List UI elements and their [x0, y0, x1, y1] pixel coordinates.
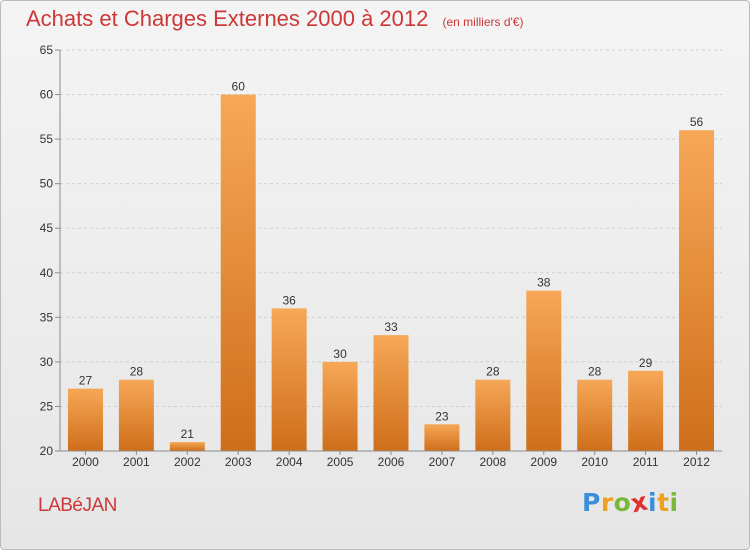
data-label: 36	[282, 293, 296, 307]
data-label: 29	[639, 356, 653, 370]
bar-2006	[373, 335, 409, 451]
chart-title-block: Achats et Charges Externes 2000 à 2012 (…	[26, 6, 523, 32]
data-label: 23	[435, 409, 449, 423]
y-tick-label: 25	[40, 399, 54, 413]
y-tick-label: 65	[40, 43, 54, 57]
bar-2005	[322, 361, 358, 451]
logo-letter: i	[669, 488, 679, 517]
y-tick-label: 40	[40, 266, 54, 280]
logo-letter: t	[657, 488, 670, 517]
x-tick-label: 2001	[123, 455, 150, 469]
bar-2011	[628, 370, 664, 451]
logo-letter: r	[600, 488, 614, 517]
x-tick-label: 2004	[276, 455, 303, 469]
logo-letter: P	[582, 488, 601, 517]
bar-2003	[220, 94, 256, 452]
x-tick-label: 2010	[581, 455, 608, 469]
bar-2000	[67, 388, 103, 451]
data-label: 38	[537, 276, 551, 290]
data-label: 21	[181, 427, 195, 441]
chart-title: Achats et Charges Externes 2000 à 2012	[26, 6, 429, 31]
x-tick-label: 2012	[683, 455, 710, 469]
bar-2012	[679, 130, 715, 451]
y-tick-label: 30	[40, 355, 54, 369]
logo-letter: i	[648, 488, 658, 517]
data-labels: 27 28 21 60 36 30 33 23 28 38 28 29 56	[79, 80, 704, 442]
data-label: 28	[588, 365, 602, 379]
bar-2004	[271, 308, 307, 451]
x-tick-label: 2006	[378, 455, 405, 469]
data-label: 28	[130, 365, 144, 379]
y-tick-label: 55	[40, 132, 54, 146]
y-tick-label: 45	[40, 221, 54, 235]
proxiti-logo: Proxiti	[582, 487, 679, 519]
x-tick-label: 2002	[174, 455, 201, 469]
bar-2002	[169, 442, 205, 451]
data-label: 56	[690, 115, 704, 129]
x-tick-label: 2007	[429, 455, 456, 469]
bar-2007	[424, 424, 460, 451]
bars	[67, 94, 715, 452]
city-name: LABéJAN	[38, 495, 117, 516]
x-tick-label: 2000	[72, 455, 99, 469]
y-tick-label: 20	[40, 444, 54, 458]
bar-2008	[475, 379, 511, 451]
x-tick-label: 2005	[327, 455, 354, 469]
bar-2001	[118, 379, 154, 451]
x-tick-label: 2008	[479, 455, 506, 469]
data-label: 33	[384, 320, 398, 334]
data-label: 60	[232, 80, 246, 94]
chart-subtitle: (en milliers d'€)	[442, 15, 524, 29]
data-label: 27	[79, 374, 93, 388]
data-label: 30	[333, 347, 347, 361]
y-tick-label: 60	[40, 88, 54, 102]
data-label: 28	[486, 365, 500, 379]
x-tick-label: 2011	[633, 455, 659, 469]
x-tick-label: 2003	[225, 455, 252, 469]
bar-2010	[577, 379, 613, 451]
y-tick-label: 50	[40, 177, 54, 191]
logo-letter: o	[613, 488, 632, 517]
axes: 20 25 30 35 40 45 50 55 60 65 2000 2001 2002 2003 2004…	[40, 43, 722, 469]
y-tick-label: 35	[40, 310, 54, 324]
bar-2009	[526, 290, 562, 451]
x-tick-label: 2009	[530, 455, 557, 469]
